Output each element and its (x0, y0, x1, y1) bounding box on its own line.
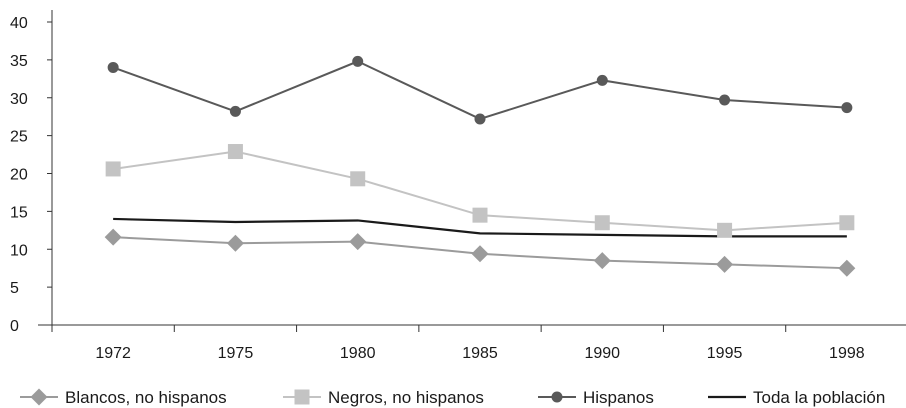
data-point-circle (352, 55, 364, 67)
data-point-diamond (226, 234, 244, 252)
chart-series (104, 55, 856, 277)
legend-label: Blancos, no hispanos (65, 388, 227, 407)
data-point-circle (229, 105, 241, 117)
y-tick-label: 10 (10, 242, 28, 259)
legend-label: Negros, no hispanos (328, 388, 484, 407)
series-line (112, 60, 847, 121)
chart-legend: Blancos, no hispanos Negros, no hispanos H… (20, 388, 885, 407)
data-point-circle (596, 74, 608, 86)
y-tick-label: 15 (10, 204, 28, 221)
data-point-square (105, 161, 121, 177)
data-point-diamond (349, 233, 367, 251)
chart-axes: 0 5 10 15 20 25 30 35 40 1972 1975 1980 1985 1990 1995… (10, 10, 906, 362)
x-tick-label: 1998 (829, 345, 865, 362)
legend-marker-square (294, 389, 310, 405)
data-point-square (717, 222, 733, 238)
data-point-circle (474, 113, 486, 125)
legend-marker-diamond (30, 388, 48, 406)
data-point-diamond (471, 245, 489, 263)
data-point-square (839, 215, 855, 231)
data-point-diamond (593, 252, 611, 270)
y-tick-label: 35 (10, 53, 28, 70)
y-tick-label: 30 (10, 91, 28, 108)
data-point-circle (841, 102, 853, 114)
legend-label: Hispanos (583, 388, 654, 407)
data-point-diamond (716, 255, 734, 273)
data-point-circle (107, 61, 119, 73)
y-tick-label: 20 (10, 167, 28, 184)
y-tick-label: 5 (10, 280, 19, 297)
x-tick-label: 1985 (462, 345, 498, 362)
legend-label: Toda la población (753, 388, 885, 407)
y-tick-label: 40 (10, 15, 28, 32)
data-point-circle (719, 94, 731, 106)
legend-marker-circle (551, 391, 563, 403)
data-point-square (350, 171, 366, 187)
x-tick-label: 1975 (218, 345, 254, 362)
y-tick-label: 0 (10, 318, 19, 335)
data-point-diamond (104, 228, 122, 246)
x-tick-label: 1980 (340, 345, 376, 362)
x-tick-label: 1990 (584, 345, 620, 362)
y-tick-label: 25 (10, 129, 28, 146)
x-tick-label: 1995 (707, 345, 743, 362)
x-tick-label: 1972 (95, 345, 131, 362)
data-point-square (594, 215, 610, 231)
data-point-square (227, 144, 243, 160)
data-point-square (472, 207, 488, 223)
data-point-diamond (838, 259, 856, 277)
